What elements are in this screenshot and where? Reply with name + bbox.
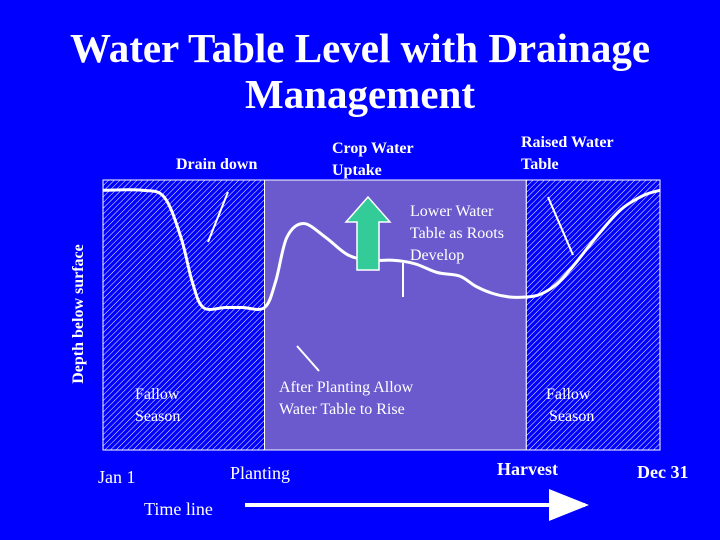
crop-uptake-arrow: [344, 195, 392, 271]
fallow-period-region: [525, 179, 661, 451]
drain-down-label: Drain down: [176, 156, 258, 173]
raised-water-label-2: Table: [521, 156, 559, 173]
lower-water-label-2: Table as Roots: [410, 225, 504, 242]
page-title-line2: Management: [244, 71, 475, 117]
after-planting-label-2: Water Table to Rise: [279, 401, 405, 418]
crop-uptake-label-1: Crop Water: [332, 140, 414, 157]
fallow-left-label-2: Season: [135, 408, 181, 425]
timeline-jan-label: Jan 1: [98, 467, 136, 487]
lower-water-label-3: Develop: [410, 247, 465, 264]
water-table-curve: [102, 188, 661, 311]
lower-water-label-1: Lower Water: [410, 203, 494, 220]
fallow-right-label-2: Season: [549, 408, 595, 425]
after-planting-label-1: After Planting Allow: [279, 379, 414, 396]
page-title-line1: Water Table Level with Drainage: [69, 25, 651, 71]
timeline-harvest-label: Harvest: [497, 459, 558, 479]
crop-uptake-label-2: Uptake: [332, 162, 382, 179]
after-planting-pointer: [296, 345, 320, 372]
drain-down-pointer: [207, 191, 229, 243]
timeline-dec-label: Dec 31: [637, 462, 689, 482]
fallow-right-label-1: Fallow: [546, 386, 591, 403]
raised-water-label-1: Raised Water: [521, 134, 614, 151]
fallow-period-region: [102, 179, 266, 451]
raised-water-pointer: [547, 196, 574, 256]
fallow-left-label-1: Fallow: [135, 386, 180, 403]
y-axis-label: Depth below surface: [70, 244, 87, 384]
timeline-label: Time line: [144, 499, 213, 519]
timeline-planting-label: Planting: [230, 463, 291, 483]
